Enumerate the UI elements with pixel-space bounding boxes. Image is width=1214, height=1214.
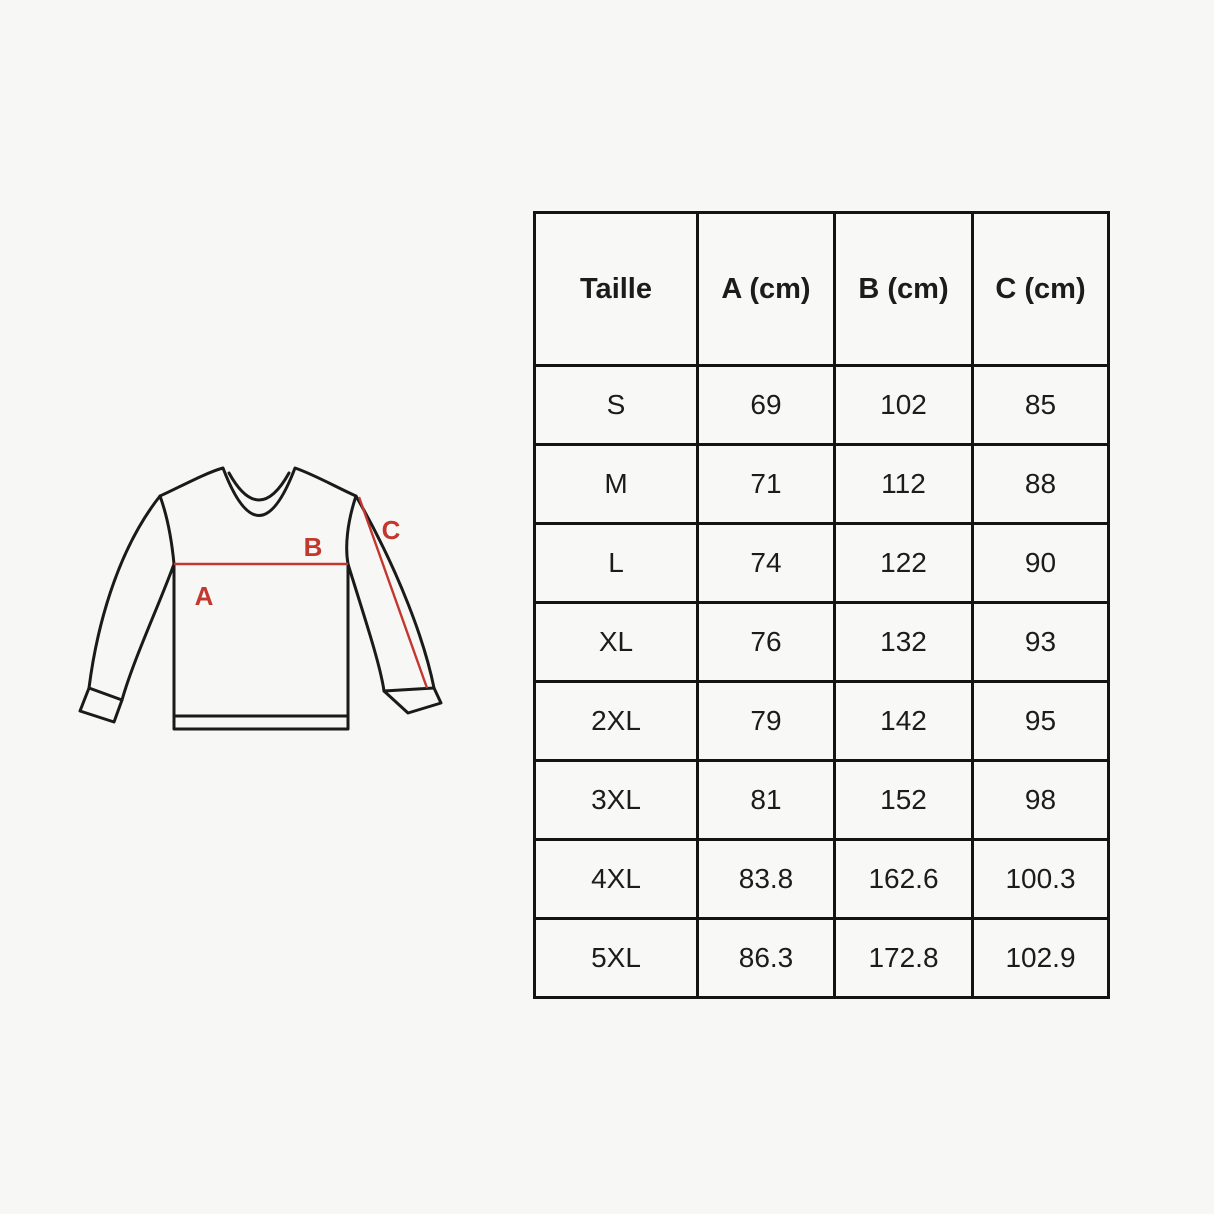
measure-line-c	[357, 496, 429, 689]
measurement-cell: 102.9	[971, 917, 1110, 999]
measurement-cell: 93	[971, 601, 1110, 683]
size-cell: L	[533, 522, 699, 604]
measure-label-b: B	[304, 532, 323, 562]
left-sleeve-seam	[158, 494, 176, 566]
table-row: M 71 112 88	[533, 443, 1110, 525]
sweatshirt-illustration: A B C	[78, 466, 443, 731]
collar-inner-line	[227, 471, 291, 502]
measurement-cell: 102	[833, 364, 974, 446]
left-cuff-line	[87, 686, 124, 702]
header-c-cm: C (cm)	[971, 211, 1110, 367]
right-sleeve-seam	[345, 494, 358, 566]
size-cell: 4XL	[533, 838, 699, 920]
measurement-cell: 142	[833, 680, 974, 762]
measurement-cell: 86.3	[696, 917, 836, 999]
measure-label-a: A	[195, 581, 214, 611]
measurement-cell: 85	[971, 364, 1110, 446]
measurement-cell: 88	[971, 443, 1110, 525]
right-cuff-line	[382, 686, 436, 693]
size-cell: 2XL	[533, 680, 699, 762]
table-header-row: Taille A (cm) B (cm) C (cm)	[533, 211, 1110, 367]
table-row: 4XL 83.8 162.6 100.3	[533, 838, 1110, 920]
sweatshirt-diagram: A B C	[70, 443, 450, 773]
table-row: 3XL 81 152 98	[533, 759, 1110, 841]
size-chart-table: Taille A (cm) B (cm) C (cm) S 69 102 85 …	[533, 211, 1110, 999]
measurement-cell: 132	[833, 601, 974, 683]
table-row: L 74 122 90	[533, 522, 1110, 604]
header-taille: Taille	[533, 211, 699, 367]
sweatshirt-outline-icon	[78, 466, 443, 731]
size-cell: M	[533, 443, 699, 525]
measurement-cell: 81	[696, 759, 836, 841]
header-b-cm: B (cm)	[833, 211, 974, 367]
measurement-cell: 98	[971, 759, 1110, 841]
size-cell: XL	[533, 601, 699, 683]
measurement-cell: 76	[696, 601, 836, 683]
measurement-cell: 71	[696, 443, 836, 525]
table-row: XL 76 132 93	[533, 601, 1110, 683]
measurement-cell: 83.8	[696, 838, 836, 920]
size-cell: 3XL	[533, 759, 699, 841]
size-cell: 5XL	[533, 917, 699, 999]
measurement-cell: 162.6	[833, 838, 974, 920]
measurement-cell: 100.3	[971, 838, 1110, 920]
measurement-cell: 79	[696, 680, 836, 762]
measurement-cell: 152	[833, 759, 974, 841]
measurement-cell: 69	[696, 364, 836, 446]
size-cell: S	[533, 364, 699, 446]
table-row: 5XL 86.3 172.8 102.9	[533, 917, 1110, 999]
measurement-cell: 90	[971, 522, 1110, 604]
measurement-cell: 74	[696, 522, 836, 604]
measurement-cell: 112	[833, 443, 974, 525]
table-row: S 69 102 85	[533, 364, 1110, 446]
measurement-cell: 95	[971, 680, 1110, 762]
header-a-cm: A (cm)	[696, 211, 836, 367]
measurement-cell: 172.8	[833, 917, 974, 999]
table-row: 2XL 79 142 95	[533, 680, 1110, 762]
measure-label-c: C	[382, 515, 401, 545]
measurement-cell: 122	[833, 522, 974, 604]
